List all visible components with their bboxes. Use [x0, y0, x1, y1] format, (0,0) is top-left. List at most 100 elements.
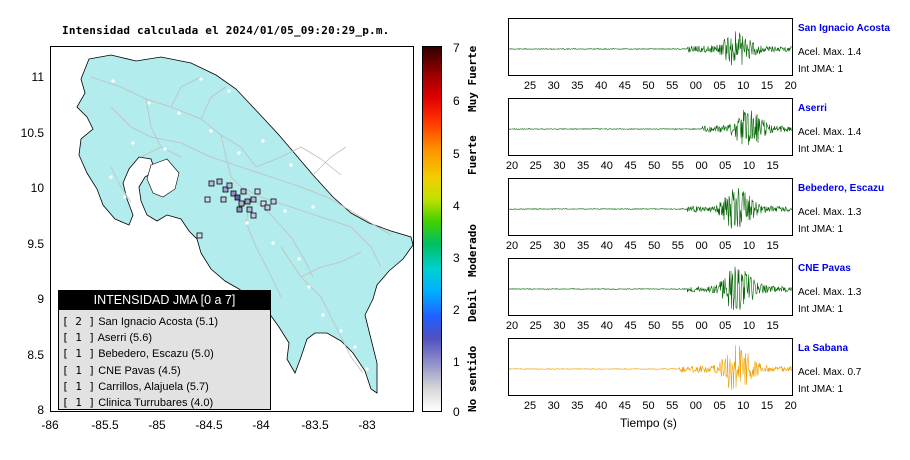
waveform-trace	[509, 345, 792, 390]
waveform-panel[interactable]	[508, 258, 793, 316]
time-tick-label: 50	[648, 240, 661, 252]
time-tick-label: 50	[642, 80, 655, 92]
x-tick-label: -83.5	[301, 418, 329, 432]
x-tick-label: -85	[148, 418, 166, 432]
station-name[interactable]: CNE Pavas	[798, 263, 851, 274]
costa-rica-map	[76, 54, 413, 394]
time-tick-label: 45	[624, 160, 637, 172]
y-tick-label: 11	[31, 70, 44, 84]
intensity-colorbar	[422, 46, 442, 412]
station-max-accel: Acel. Max. 1.4	[798, 47, 862, 58]
legend-level: [ 1 ]	[62, 331, 96, 345]
station-name[interactable]: Aserri	[798, 103, 827, 114]
y-tick-label: 8.5	[27, 348, 44, 362]
colorbar-tick: 7	[453, 41, 460, 55]
legend-item[interactable]: [ 1 ] Clinica Turrubares (4.0)	[62, 395, 270, 411]
time-tick-label: 40	[600, 160, 613, 172]
waveform-panel[interactable]	[508, 18, 793, 76]
time-tick-label: 10	[742, 320, 756, 332]
time-tick-label: 35	[576, 320, 590, 332]
time-tick-label: 45	[618, 400, 631, 412]
time-tick-label: 40	[600, 240, 613, 252]
time-tick-label: 00	[695, 320, 708, 332]
station-name[interactable]: San Ignacio Acosta	[798, 23, 890, 34]
time-tick-label: 00	[689, 80, 703, 92]
station-jma-intensity: Int JMA: 1	[798, 384, 844, 395]
station-name[interactable]: Bebedero, Escazu	[798, 183, 885, 194]
time-tick-label: 15	[760, 400, 774, 412]
map-title: Intensidad calculada el 2024/01/05_09:20…	[62, 24, 390, 37]
time-tick-label: 05	[719, 160, 732, 172]
time-tick-label: 35	[576, 240, 590, 252]
legend-station: Bebedero, Escazu (5.0)	[98, 348, 214, 361]
waveform-time-ticks: 20 25 30 35 40 45 50 55 00 05 10 15	[506, 320, 793, 334]
legend-item[interactable]: [ 1 ] Bebedero, Escazu (5.0)	[62, 346, 270, 362]
legend-item[interactable]: [ 1 ] Aserri (5.6)	[62, 330, 270, 346]
legend-level: [ 2 ]	[62, 315, 96, 328]
legend-item[interactable]: [ 2 ] San Ignacio Acosta (5.1)	[62, 314, 270, 330]
time-axis-label: Tiempo (s)	[620, 416, 677, 430]
town-markers	[109, 77, 389, 371]
x-tick-label: -83	[358, 418, 376, 432]
colorbar-tick: 5	[453, 147, 460, 161]
time-tick-label: 55	[671, 160, 685, 172]
station-markers	[196, 178, 277, 239]
legend-station: Carrillos, Alajuela (5.7)	[98, 380, 209, 393]
class-no-sentido: No sentido	[466, 345, 479, 412]
legend-station: Clinica Turrubares (4.0)	[98, 396, 214, 409]
waveform-panel[interactable]	[508, 338, 793, 396]
waveform-panel[interactable]	[508, 178, 793, 236]
class-debil: Debil	[466, 288, 479, 322]
time-tick-label: 25	[523, 80, 537, 92]
station-max-accel: Acel. Max. 0.7	[798, 367, 862, 378]
x-tick-label: -84.5	[195, 418, 223, 432]
time-tick-label: 50	[642, 400, 655, 412]
station-jma-intensity: Int JMA: 1	[798, 224, 844, 235]
time-tick-label: 15	[766, 160, 779, 172]
legend-item[interactable]: [ 1 ] CNE Pavas (4.5)	[62, 363, 270, 379]
legend-list: [ 2 ] San Ignacio Acosta (5.1) [ 1 ] Ase…	[59, 310, 270, 411]
time-tick-label: 30	[553, 320, 566, 332]
time-tick-label: 00	[695, 160, 708, 172]
station-jma-intensity: Int JMA: 1	[798, 64, 844, 75]
time-tick-label: 50	[648, 160, 661, 172]
time-tick-label: 10	[742, 240, 756, 252]
intensity-legend: INTENSIDAD JMA [0 a 7] [ 2 ] San Ignacio…	[58, 290, 271, 410]
time-tick-label: 35	[571, 400, 584, 412]
legend-station: Aserri (5.6)	[97, 332, 152, 345]
time-tick-label: 40	[594, 400, 608, 412]
station-name[interactable]: La Sabana	[798, 343, 849, 354]
colorbar-tick: 4	[453, 199, 460, 213]
waveform-panel[interactable]	[508, 98, 793, 156]
colorbar-tick: 0	[453, 405, 460, 419]
legend-station: CNE Pavas (4.5)	[98, 364, 181, 377]
class-fuerte: Fuerte	[466, 135, 479, 175]
class-muy-fuerte: Muy Fuerte	[466, 45, 479, 112]
y-tick-label: 9.5	[27, 237, 44, 251]
time-tick-label: 50	[648, 320, 661, 332]
legend-level: [ 1 ]	[62, 379, 96, 393]
time-tick-label: 55	[671, 320, 685, 332]
time-tick-label: 55	[671, 240, 685, 252]
time-tick-label: 15	[766, 240, 779, 252]
time-tick-label: 55	[666, 80, 679, 92]
time-tick-label: 55	[666, 400, 679, 412]
time-tick-label: 10	[737, 400, 750, 412]
time-tick-label: 05	[713, 80, 726, 92]
legend-item[interactable]: [ 1 ] Carrillos, Alajuela (5.7)	[62, 379, 270, 395]
costa-rica-land	[76, 54, 413, 394]
class-moderado: Moderado	[466, 224, 479, 277]
time-tick-label: 10	[737, 80, 750, 92]
time-tick-label: 20	[505, 240, 519, 252]
time-tick-label: 00	[695, 240, 708, 252]
time-tick-label: 25	[529, 320, 542, 332]
time-tick-label: 20	[784, 80, 797, 92]
time-tick-label: 30	[553, 160, 566, 172]
y-tick-label: 9	[37, 292, 44, 306]
time-tick-label: 30	[547, 80, 560, 92]
time-tick-label: 40	[594, 80, 608, 92]
station-max-accel: Acel. Max. 1.3	[798, 207, 862, 218]
colorbar-tick: 2	[453, 303, 460, 317]
time-tick-label: 15	[766, 320, 779, 332]
station-jma-intensity: Int JMA: 1	[798, 304, 844, 315]
